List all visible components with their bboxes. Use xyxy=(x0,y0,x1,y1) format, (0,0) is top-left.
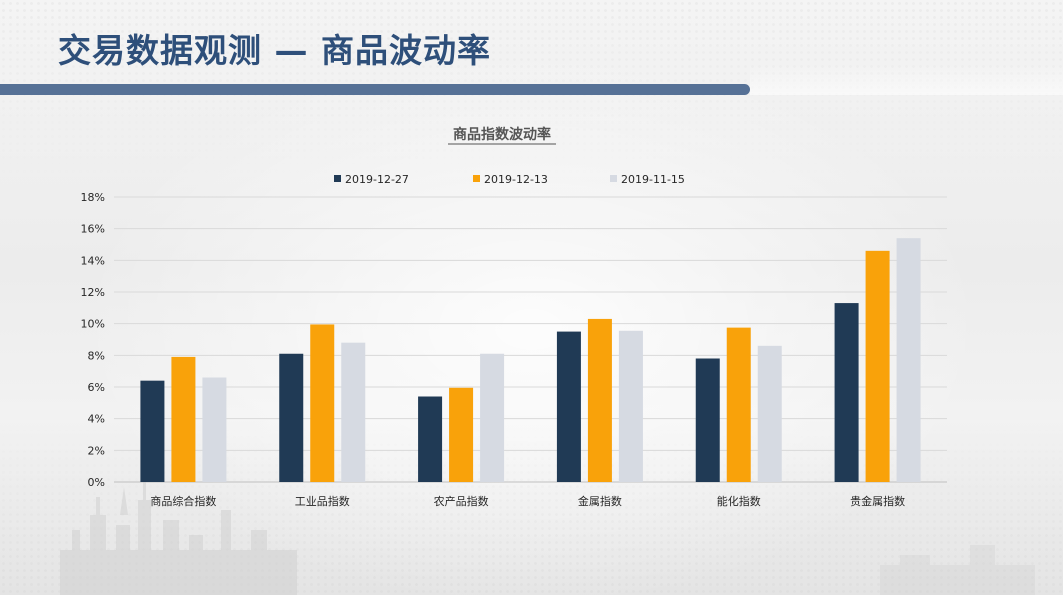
x-tick-label: 金属指数 xyxy=(578,494,622,508)
legend-swatch xyxy=(334,175,341,182)
bar xyxy=(171,356,196,482)
legend-label: 2019-12-13 xyxy=(484,173,548,186)
bar xyxy=(834,303,859,482)
y-tick-label: 2% xyxy=(88,444,105,457)
x-tick-label: 农产品指数 xyxy=(434,494,489,508)
bar xyxy=(418,396,443,482)
title-underline-bar xyxy=(0,84,750,95)
legend-label: 2019-11-15 xyxy=(621,173,685,186)
y-tick-label: 14% xyxy=(81,254,105,267)
x-tick-label: 工业品指数 xyxy=(295,494,350,508)
y-tick-label: 6% xyxy=(88,381,105,394)
city-skyline-decoration xyxy=(60,478,1035,595)
bar xyxy=(202,377,227,482)
y-tick-label: 10% xyxy=(81,318,105,331)
y-tick-label: 8% xyxy=(88,349,105,362)
y-tick-label: 4% xyxy=(88,413,105,426)
bar xyxy=(587,318,612,482)
bar xyxy=(140,380,165,482)
bar xyxy=(757,345,782,482)
legend-swatch xyxy=(610,175,617,182)
bar xyxy=(480,353,505,482)
bar xyxy=(279,353,304,482)
y-tick-label: 16% xyxy=(81,223,105,236)
y-tick-label: 18% xyxy=(81,191,105,204)
y-tick-label: 0% xyxy=(88,476,105,489)
x-tick-label: 能化指数 xyxy=(717,494,761,508)
bar xyxy=(618,330,643,482)
page-title: 交易数据观测 — 商品波动率 xyxy=(58,31,491,70)
legend-label: 2019-12-27 xyxy=(345,173,409,186)
bar xyxy=(310,324,335,482)
x-tick-label: 商品综合指数 xyxy=(150,494,216,508)
bar xyxy=(726,327,751,482)
legend-swatch xyxy=(473,175,480,182)
bar xyxy=(341,342,366,482)
bar xyxy=(896,238,921,482)
bar xyxy=(695,358,720,482)
chart-title: 商品指数波动率 xyxy=(453,126,551,143)
title-bar-fade xyxy=(750,64,1063,95)
bar xyxy=(556,331,581,482)
y-tick-label: 12% xyxy=(81,286,105,299)
bar xyxy=(449,387,474,482)
x-tick-label: 贵金属指数 xyxy=(850,494,905,508)
bar xyxy=(865,250,890,482)
